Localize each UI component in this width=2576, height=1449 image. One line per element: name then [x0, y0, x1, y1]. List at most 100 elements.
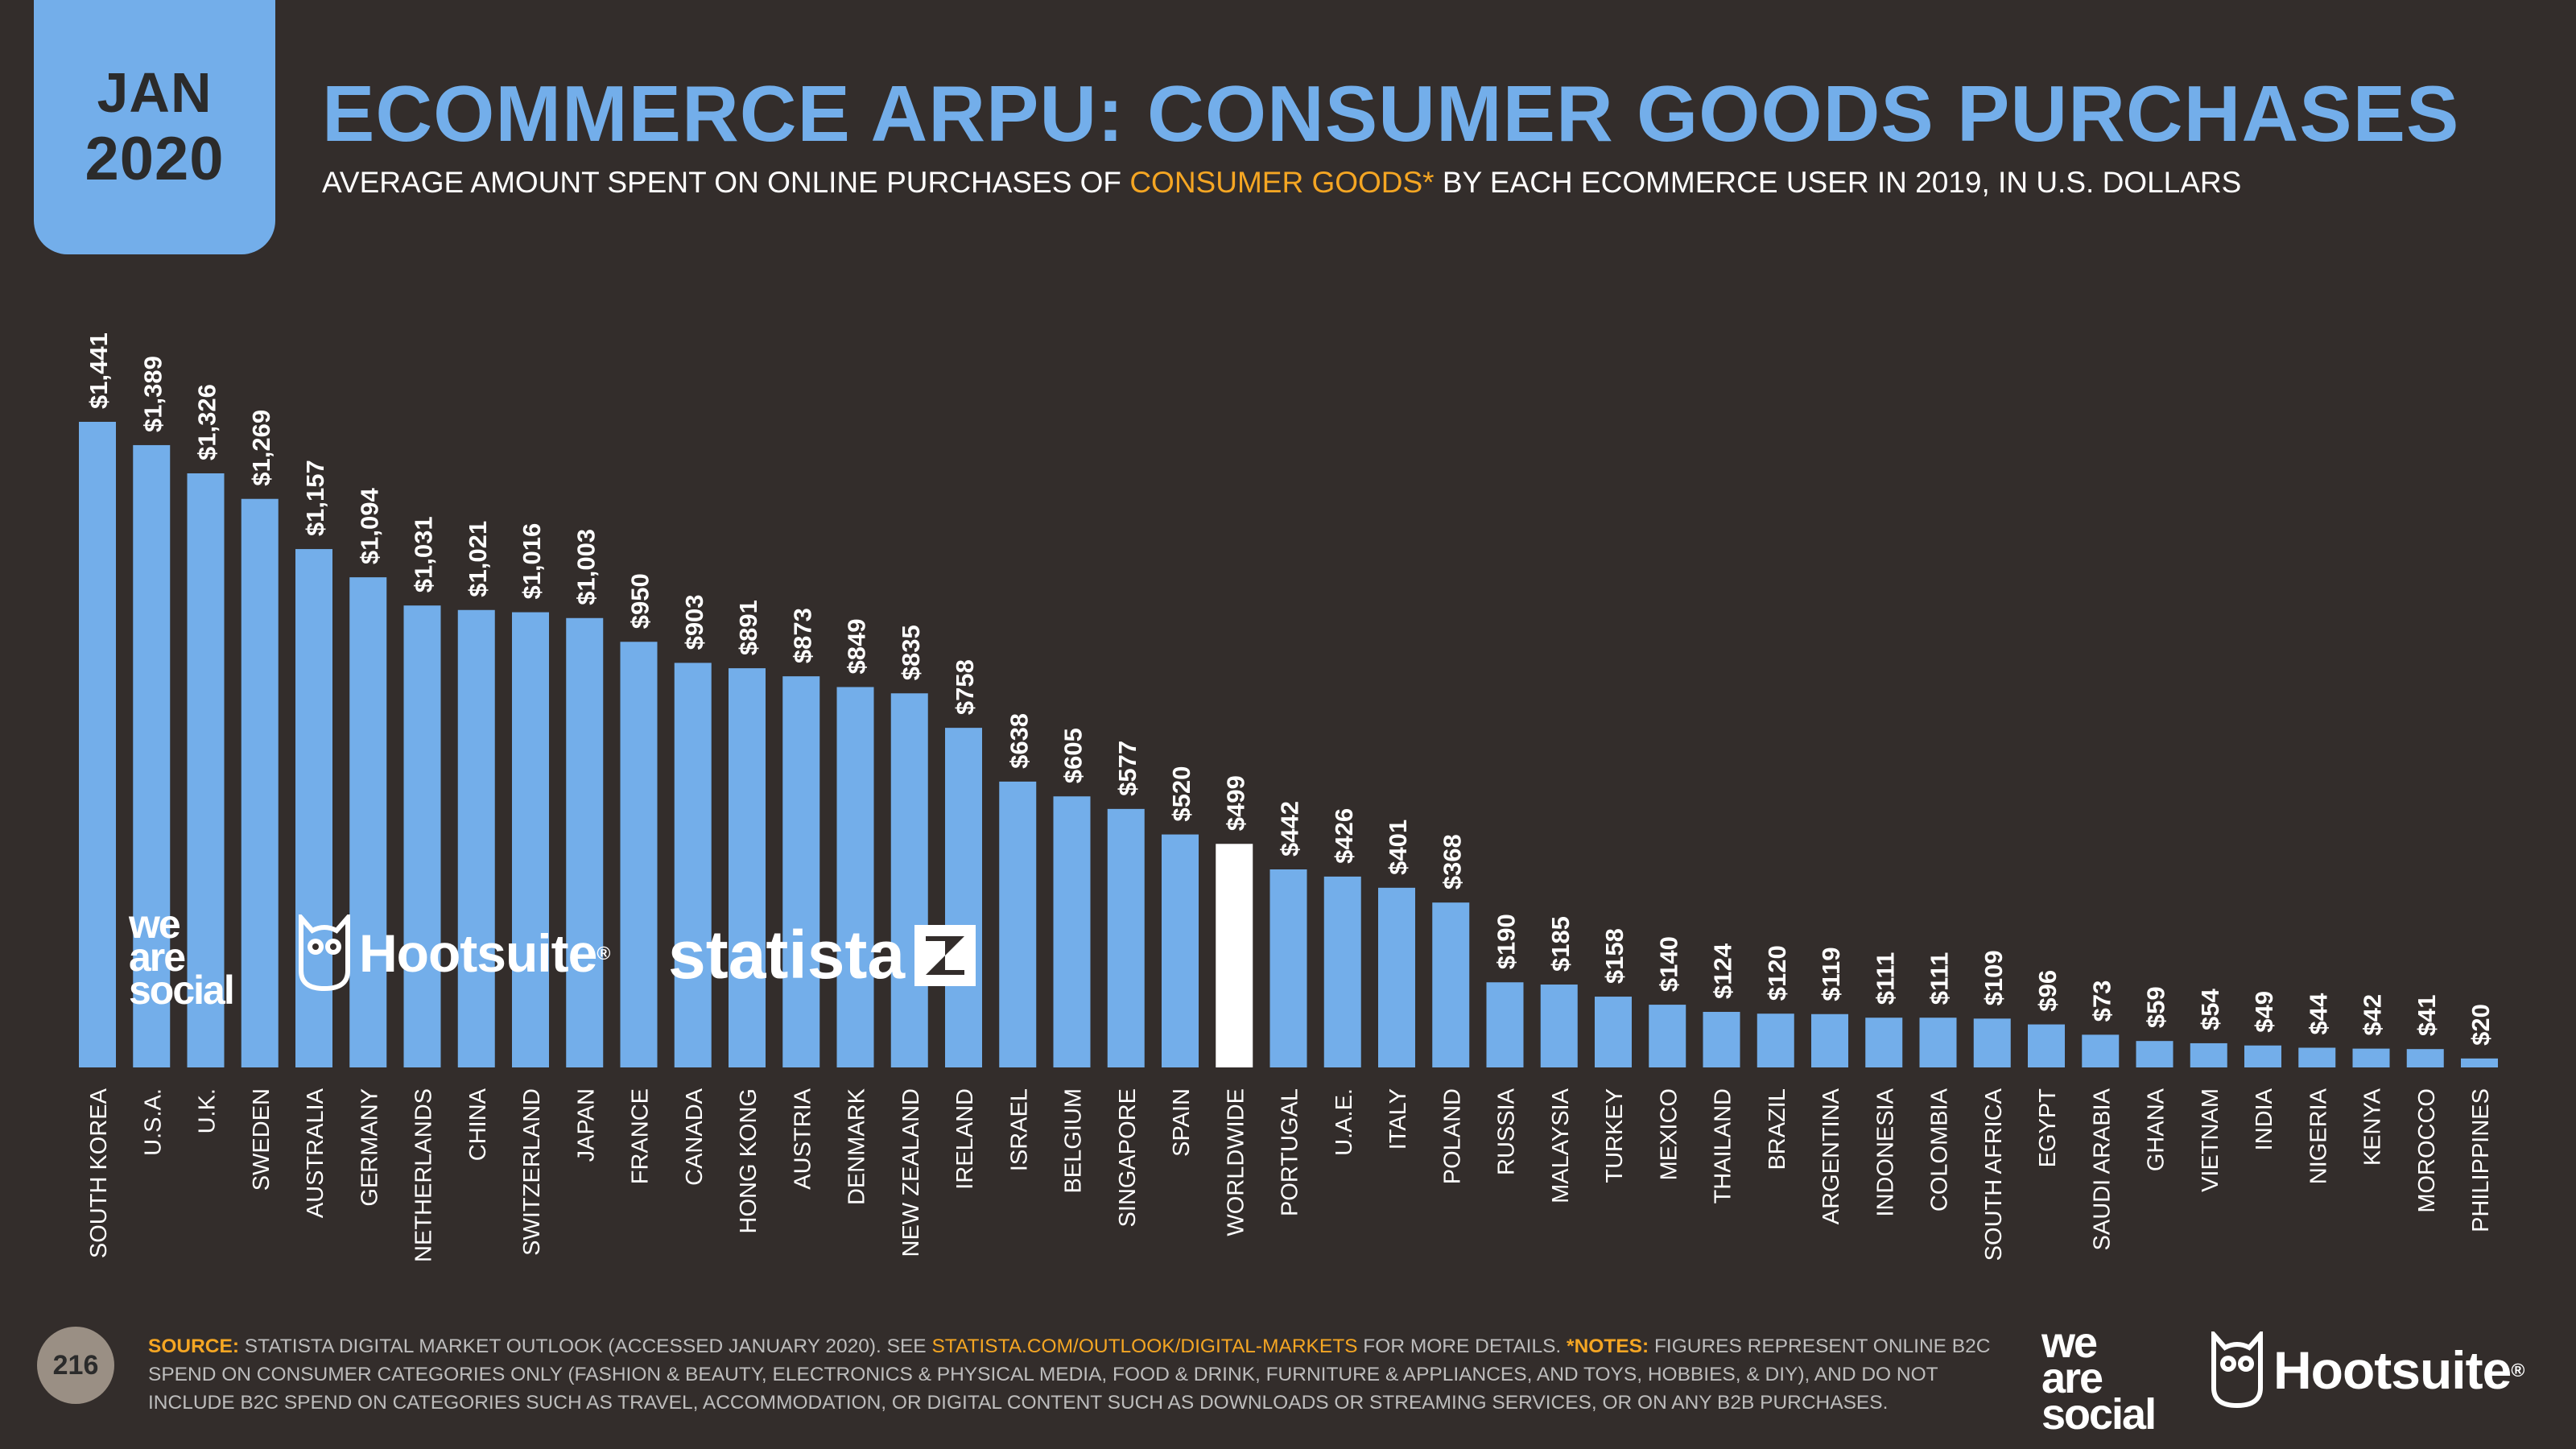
- value-label: $1,157: [301, 460, 329, 536]
- was-we: we: [129, 902, 181, 947]
- notes-label: *NOTES:: [1567, 1335, 1649, 1357]
- value-label: $41: [2413, 994, 2441, 1036]
- bar-portugal: [1269, 869, 1307, 1067]
- footer-line-2: SPEND ON CONSUMER CATEGORIES ONLY (FASHI…: [148, 1364, 1938, 1385]
- we-are-social-watermark: we are social: [129, 902, 235, 1010]
- category-label: SOUTH KOREA: [86, 1088, 112, 1258]
- hootsuite-watermark-text: Hootsuite: [359, 923, 597, 983]
- source-label: SOURCE:: [148, 1335, 239, 1357]
- source-text: STATISTA DIGITAL MARKET OUTLOOK (ACCESSE…: [238, 1335, 932, 1357]
- value-label: $73: [2087, 980, 2116, 1022]
- notes-line-1: FIGURES REPRESENT ONLINE B2C: [1649, 1335, 1991, 1357]
- value-label: $835: [897, 625, 925, 680]
- bar-u-a-e-: [1323, 876, 1361, 1067]
- value-label: $849: [843, 619, 871, 675]
- bar-japan: [566, 617, 604, 1067]
- category-label: PORTUGAL: [1278, 1088, 1303, 1216]
- category-label: MOROCCO: [2414, 1088, 2440, 1213]
- hootsuite-watermark: Hootsuite ®: [296, 914, 610, 992]
- date-badge: JAN 2020: [34, 0, 275, 254]
- bar-saudi-arabia: [2082, 1034, 2120, 1067]
- category-label: THAILAND: [1711, 1088, 1736, 1203]
- bar-singapore: [1107, 808, 1145, 1067]
- category-label: ITALY: [1385, 1088, 1411, 1150]
- logo-was-we: we: [2041, 1319, 2098, 1367]
- category-label: COLOMBIA: [1927, 1088, 1953, 1212]
- statista-icon: [914, 924, 976, 986]
- category-label: AUSTRIA: [790, 1088, 815, 1189]
- value-label: $442: [1276, 801, 1304, 857]
- bar-spain: [1162, 834, 1199, 1067]
- hootsuite-watermark-reg: ®: [597, 942, 610, 964]
- source-link[interactable]: STATISTA.COM/OUTLOOK/DIGITAL-MARKETS: [931, 1335, 1358, 1357]
- bar-south-africa: [1973, 1018, 2011, 1067]
- category-label: NEW ZEALAND: [898, 1088, 924, 1257]
- value-label: $111: [1871, 952, 1899, 1005]
- statista-watermark-text: statista: [668, 917, 906, 993]
- bar-u-k-: [187, 473, 225, 1067]
- category-label: ISRAEL: [1006, 1088, 1032, 1171]
- category-label: ARGENTINA: [1818, 1088, 1844, 1224]
- category-label: JAPAN: [573, 1088, 599, 1162]
- bar-switzerland: [512, 612, 549, 1067]
- category-label: INDIA: [2252, 1088, 2277, 1150]
- category-label: MALAYSIA: [1548, 1088, 1574, 1203]
- category-label: DENMARK: [844, 1088, 870, 1205]
- category-label: U.S.A.: [140, 1088, 166, 1156]
- value-label: $401: [1384, 819, 1412, 875]
- value-label: $873: [788, 608, 816, 663]
- category-label: U.A.E.: [1331, 1088, 1357, 1156]
- bar-denmark: [836, 687, 874, 1067]
- date-year: 2020: [85, 125, 225, 193]
- hootsuite-owl-icon: [2211, 1331, 2263, 1409]
- category-label: FRANCE: [628, 1088, 654, 1184]
- category-label: MEXICO: [1656, 1088, 1682, 1180]
- we-are-social-logo: we are social: [2041, 1319, 2157, 1436]
- bar-u-s-a-: [133, 444, 171, 1067]
- value-label: $42: [2359, 994, 2387, 1036]
- category-label: INDONESIA: [1872, 1088, 1898, 1216]
- value-label: $124: [1709, 943, 1737, 999]
- value-label: $950: [626, 573, 654, 629]
- owl-icon: [299, 914, 350, 992]
- category-label: SOUTH AFRICA: [1981, 1088, 2007, 1261]
- statista-watermark: statista: [668, 916, 976, 994]
- category-label: POLAND: [1439, 1088, 1465, 1184]
- category-label: SAUDI ARABIA: [2089, 1088, 2115, 1250]
- page-title: ECOMMERCE ARPU: CONSUMER GOODS PURCHASES: [322, 69, 2460, 158]
- value-label: $1,269: [247, 410, 275, 486]
- value-label: $758: [951, 659, 979, 715]
- value-label: $185: [1546, 916, 1575, 972]
- category-label: PHILIPPINES: [2468, 1088, 2494, 1232]
- value-label: $44: [2304, 993, 2332, 1034]
- bar-belgium: [1053, 796, 1091, 1067]
- bar-israel: [999, 781, 1037, 1067]
- bar-philippines: [2461, 1058, 2498, 1067]
- category-label: IRELAND: [952, 1088, 978, 1190]
- bar-egypt: [2028, 1024, 2065, 1067]
- category-label: SINGAPORE: [1115, 1088, 1141, 1227]
- category-label: RUSSIA: [1494, 1088, 1520, 1175]
- was-are: are: [129, 935, 186, 980]
- hootsuite-logo-text: Hootsuite: [2273, 1340, 2512, 1400]
- category-label: TURKEY: [1602, 1088, 1628, 1183]
- category-label: CANADA: [682, 1088, 708, 1186]
- bar-canada: [674, 663, 712, 1067]
- category-label: NETHERLANDS: [411, 1088, 437, 1262]
- value-label: $59: [2142, 986, 2170, 1028]
- source-after: FOR MORE DETAILS.: [1357, 1335, 1567, 1357]
- bar-vietnam: [2190, 1042, 2227, 1067]
- category-label: EGYPT: [2035, 1088, 2061, 1168]
- bar-turkey: [1595, 997, 1632, 1067]
- subtitle-text-start: AVERAGE AMOUNT SPENT ON ONLINE PURCHASES…: [322, 166, 1130, 199]
- bar-france: [620, 642, 658, 1067]
- category-label: BELGIUM: [1061, 1088, 1087, 1194]
- value-label: $119: [1817, 947, 1845, 1001]
- value-label: $54: [2196, 988, 2224, 1030]
- value-label: $96: [2033, 970, 2062, 1012]
- bar-poland: [1432, 902, 1470, 1067]
- value-label: $426: [1330, 808, 1358, 864]
- category-label: SWEDEN: [249, 1088, 275, 1191]
- bar-netherlands: [403, 605, 441, 1067]
